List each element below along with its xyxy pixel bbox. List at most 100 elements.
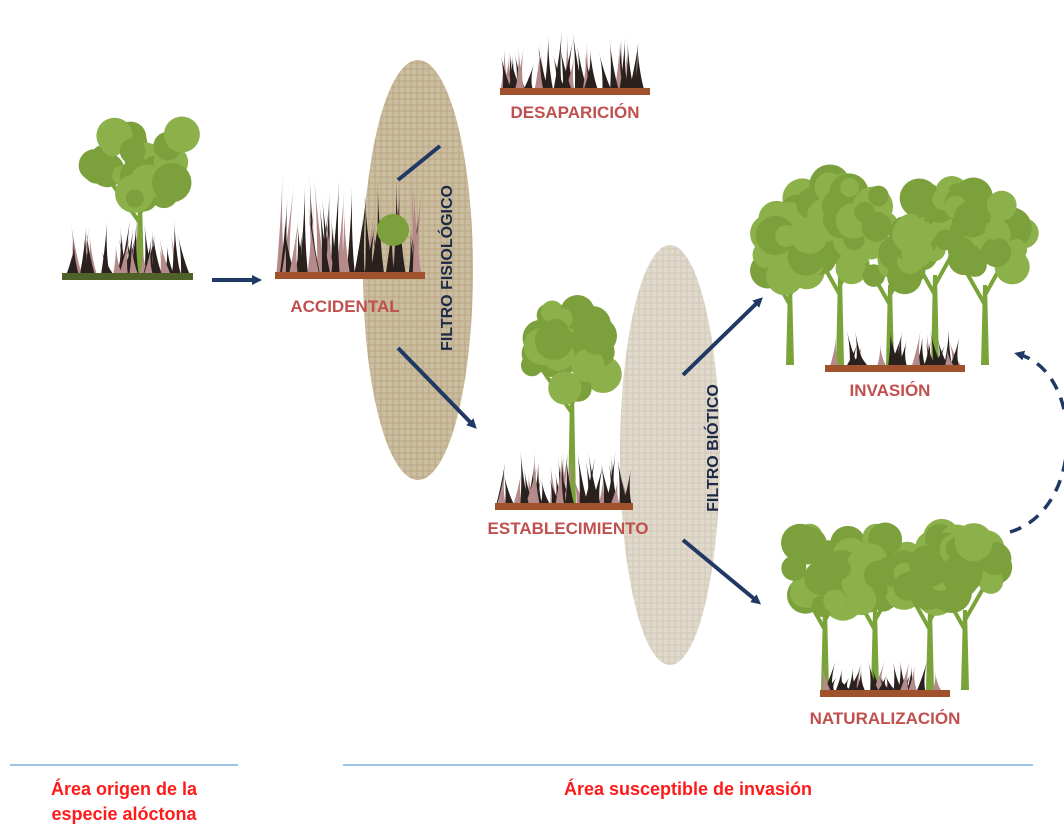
grass — [555, 450, 564, 503]
grass — [159, 237, 170, 273]
trunk — [836, 275, 844, 365]
grass — [514, 52, 525, 88]
canopy — [868, 185, 889, 207]
node-label: INVASIÓN — [850, 381, 931, 400]
canopy — [954, 523, 993, 562]
node-label: ESTABLECIMIENTO — [488, 519, 649, 538]
ground — [500, 88, 650, 95]
grass — [937, 339, 948, 365]
arrow — [681, 538, 762, 605]
canopy — [1006, 238, 1028, 260]
canopy — [984, 221, 1004, 240]
grass — [572, 30, 583, 88]
canopy — [941, 553, 983, 595]
grass — [821, 663, 831, 690]
grass — [629, 41, 639, 88]
ground — [275, 272, 425, 279]
grass — [873, 660, 885, 690]
grass — [852, 347, 862, 365]
grass — [587, 450, 600, 503]
grass — [541, 480, 550, 503]
grass — [566, 54, 575, 88]
canopy — [790, 217, 828, 254]
grass — [600, 461, 613, 503]
grass — [615, 41, 624, 88]
grass — [119, 232, 131, 273]
canopy — [861, 211, 892, 242]
grass — [888, 330, 897, 365]
grass — [331, 179, 340, 272]
grass — [101, 250, 113, 273]
grass — [617, 456, 628, 503]
arrow — [396, 346, 477, 429]
grass — [878, 676, 887, 690]
grass — [341, 205, 350, 272]
grass — [165, 245, 174, 273]
grass — [289, 219, 299, 272]
grass — [346, 186, 355, 272]
node-label: ACCIDENTAL — [290, 297, 399, 316]
canopy — [548, 371, 582, 405]
area-label: Área susceptible de invasión — [564, 778, 812, 799]
grass — [508, 51, 517, 88]
grass — [159, 246, 169, 273]
grass — [877, 344, 886, 365]
grass — [856, 670, 865, 690]
grass — [172, 219, 181, 273]
grass — [532, 479, 541, 503]
grass — [408, 231, 417, 272]
grass — [932, 672, 941, 690]
grass — [917, 660, 928, 690]
grass — [598, 480, 607, 503]
grass — [895, 330, 904, 365]
grass — [500, 55, 511, 88]
grass — [144, 222, 153, 273]
canopy — [125, 189, 144, 208]
canopy — [579, 316, 618, 355]
grass — [572, 476, 585, 503]
grass — [503, 473, 514, 503]
canopy — [789, 526, 828, 565]
grass — [598, 52, 611, 88]
grass — [513, 472, 522, 503]
grass — [885, 675, 895, 690]
grass — [177, 234, 190, 273]
ground — [62, 273, 193, 280]
canopy — [953, 200, 991, 238]
grass — [330, 217, 339, 272]
canopy — [377, 214, 409, 246]
grass — [838, 677, 851, 690]
grass — [299, 184, 308, 272]
arrows — [212, 144, 1064, 605]
canopy — [823, 589, 847, 613]
grass — [609, 39, 619, 88]
grass — [623, 468, 632, 503]
canopy — [540, 318, 570, 348]
grass — [925, 342, 936, 365]
grass — [544, 34, 553, 88]
grass — [276, 173, 285, 272]
grass — [565, 453, 574, 503]
grass — [929, 330, 942, 365]
grass — [515, 47, 524, 88]
grass — [944, 328, 953, 365]
grass — [549, 478, 560, 503]
canopy — [571, 348, 605, 383]
grass — [849, 667, 862, 690]
grass — [900, 660, 910, 690]
grass — [283, 222, 294, 272]
canopy — [840, 178, 860, 197]
grass — [587, 48, 596, 88]
grass — [364, 192, 374, 272]
grass — [606, 451, 616, 503]
grass — [520, 449, 529, 503]
filter-label: FILTRO FISIOLÓGICO — [437, 185, 456, 351]
grass — [824, 661, 836, 690]
grass — [412, 172, 421, 272]
grass — [151, 229, 160, 273]
grass — [501, 46, 510, 88]
canopy — [78, 149, 111, 182]
grass — [577, 450, 588, 503]
grass — [80, 227, 89, 273]
